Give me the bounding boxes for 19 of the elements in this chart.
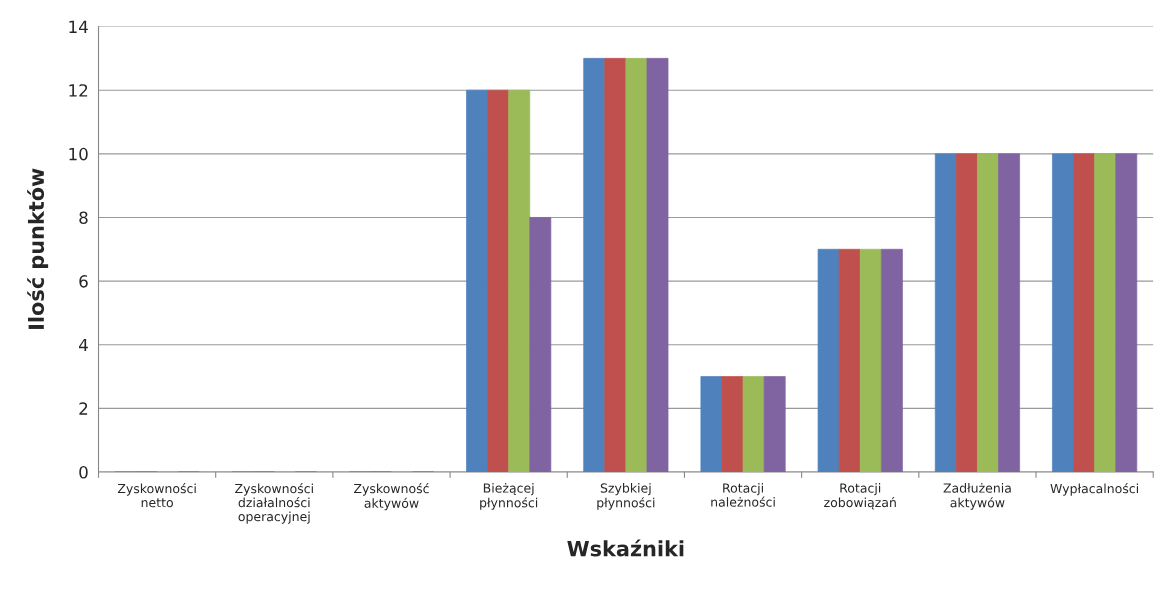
- y-tick-label: 4: [79, 338, 88, 352]
- y-tick-label: 2: [79, 402, 88, 415]
- y-tick-label: 6: [79, 275, 88, 288]
- x-tick-label: Zadłużenia aktywów: [943, 483, 1011, 510]
- x-tick-label: Zyskowności netto: [117, 483, 196, 508]
- y-tick-label: 0: [79, 465, 88, 479]
- x-tick-label: Bieżącej płynności: [480, 483, 538, 510]
- x-axis-title: Wskaźniki: [567, 539, 684, 557]
- y-axis-title: Ilość punktów: [27, 168, 49, 329]
- x-tick-label: Rotacji należności: [711, 483, 775, 507]
- x-tick-label: Zyskowności działalności operacyjnej: [235, 483, 313, 524]
- x-tick-label: Rotacji zobowiązań: [824, 483, 896, 510]
- x-tick-label: Zyskowność aktywów: [354, 483, 429, 511]
- y-tick-label: 14: [69, 20, 88, 33]
- y-tick-label: 12: [69, 84, 88, 97]
- y-tick-label: 10: [69, 147, 88, 161]
- x-tick-label: Wypłacalności: [1050, 483, 1138, 496]
- x-tick-label: Szybkiej płynności: [597, 483, 655, 510]
- y-tick-label: 8: [79, 211, 88, 225]
